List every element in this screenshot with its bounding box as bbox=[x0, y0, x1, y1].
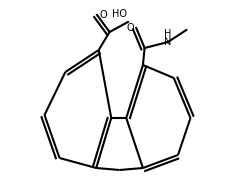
Text: O: O bbox=[127, 23, 134, 33]
Text: N: N bbox=[164, 37, 172, 47]
Text: O: O bbox=[99, 10, 107, 20]
Text: HO: HO bbox=[112, 9, 127, 19]
Text: H: H bbox=[164, 29, 172, 39]
